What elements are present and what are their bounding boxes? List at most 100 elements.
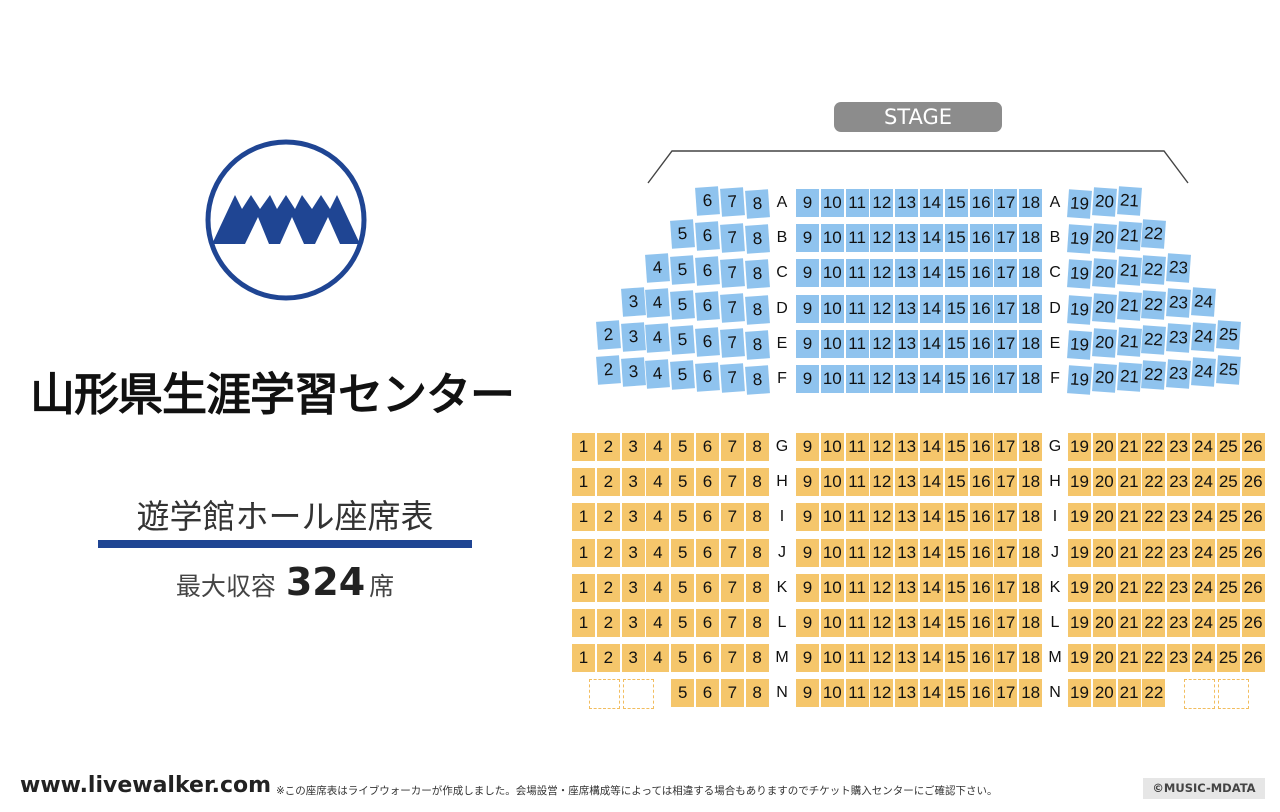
seat-M-20[interactable]: 20 bbox=[1092, 644, 1116, 673]
seat-I-16[interactable]: 16 bbox=[969, 503, 993, 532]
seat-I-19[interactable]: 19 bbox=[1068, 503, 1091, 532]
seat-A-7[interactable]: 7 bbox=[719, 187, 745, 218]
seat-A-6[interactable]: 6 bbox=[695, 186, 720, 216]
seat-M-6[interactable]: 6 bbox=[696, 644, 719, 673]
seat-G-4[interactable]: 4 bbox=[646, 433, 670, 461]
seat-C-21[interactable]: 21 bbox=[1116, 256, 1142, 286]
seat-I-5[interactable]: 5 bbox=[671, 503, 695, 532]
seat-D-22[interactable]: 22 bbox=[1141, 290, 1167, 320]
seat-E-8[interactable]: 8 bbox=[744, 330, 770, 360]
seat-L-11[interactable]: 11 bbox=[845, 609, 869, 637]
seat-K-24[interactable]: 24 bbox=[1192, 573, 1215, 602]
seat-I-21[interactable]: 21 bbox=[1117, 503, 1141, 532]
seat-K-21[interactable]: 21 bbox=[1117, 573, 1141, 602]
seat-N-17[interactable]: 17 bbox=[994, 679, 1018, 708]
seat-N-9[interactable]: 9 bbox=[796, 679, 819, 708]
seat-G-3[interactable]: 3 bbox=[621, 433, 645, 461]
seat-M-1[interactable]: 1 bbox=[572, 644, 595, 673]
seat-G-9[interactable]: 9 bbox=[796, 433, 819, 461]
seat-H-26[interactable]: 26 bbox=[1241, 468, 1265, 497]
seat-F-13[interactable]: 13 bbox=[895, 365, 919, 393]
seat-B-12[interactable]: 12 bbox=[870, 224, 894, 253]
seat-E-11[interactable]: 11 bbox=[845, 329, 869, 358]
seat-L-14[interactable]: 14 bbox=[920, 609, 943, 637]
seat-E-21[interactable]: 21 bbox=[1116, 326, 1142, 357]
seat-F-12[interactable]: 12 bbox=[870, 365, 894, 393]
seat-A-17[interactable]: 17 bbox=[994, 189, 1018, 217]
seat-B-14[interactable]: 14 bbox=[920, 224, 943, 253]
seat-D-9[interactable]: 9 bbox=[796, 294, 819, 323]
seat-N-13[interactable]: 13 bbox=[895, 679, 919, 708]
seat-K-19[interactable]: 19 bbox=[1068, 573, 1091, 602]
site-url[interactable]: www.livewalker.com bbox=[20, 773, 272, 798]
seat-G-23[interactable]: 23 bbox=[1167, 433, 1191, 461]
seat-F-7[interactable]: 7 bbox=[719, 363, 745, 394]
seat-M-24[interactable]: 24 bbox=[1192, 644, 1215, 673]
seat-K-2[interactable]: 2 bbox=[596, 573, 620, 602]
seat-L-21[interactable]: 21 bbox=[1117, 609, 1141, 637]
wheelchair-space[interactable] bbox=[1184, 679, 1215, 710]
seat-F-14[interactable]: 14 bbox=[920, 365, 943, 393]
seat-J-16[interactable]: 16 bbox=[969, 538, 993, 567]
seat-G-22[interactable]: 22 bbox=[1142, 433, 1166, 461]
seat-H-20[interactable]: 20 bbox=[1092, 468, 1116, 497]
seat-B-17[interactable]: 17 bbox=[994, 224, 1018, 253]
seat-E-10[interactable]: 10 bbox=[820, 329, 844, 358]
seat-J-19[interactable]: 19 bbox=[1068, 538, 1091, 567]
seat-F-16[interactable]: 16 bbox=[969, 365, 993, 393]
seat-I-17[interactable]: 17 bbox=[994, 503, 1018, 532]
seat-H-14[interactable]: 14 bbox=[920, 468, 943, 497]
seat-K-15[interactable]: 15 bbox=[944, 573, 968, 602]
seat-B-20[interactable]: 20 bbox=[1091, 222, 1117, 253]
seat-M-25[interactable]: 25 bbox=[1216, 644, 1240, 673]
seat-J-22[interactable]: 22 bbox=[1142, 538, 1166, 567]
seat-I-14[interactable]: 14 bbox=[920, 503, 943, 532]
seat-M-7[interactable]: 7 bbox=[720, 644, 744, 673]
seat-M-23[interactable]: 23 bbox=[1167, 644, 1191, 673]
seat-J-23[interactable]: 23 bbox=[1167, 538, 1191, 567]
seat-B-22[interactable]: 22 bbox=[1141, 219, 1167, 250]
seat-L-1[interactable]: 1 bbox=[572, 609, 595, 637]
seat-K-1[interactable]: 1 bbox=[572, 573, 595, 602]
seat-K-8[interactable]: 8 bbox=[745, 573, 769, 602]
seat-D-18[interactable]: 18 bbox=[1019, 294, 1043, 323]
seat-D-10[interactable]: 10 bbox=[820, 294, 844, 323]
seat-G-1[interactable]: 1 bbox=[572, 433, 595, 461]
seat-K-26[interactable]: 26 bbox=[1241, 573, 1265, 602]
seat-C-14[interactable]: 14 bbox=[920, 259, 943, 288]
seat-A-18[interactable]: 18 bbox=[1019, 189, 1043, 217]
seat-F-6[interactable]: 6 bbox=[695, 362, 720, 392]
seat-G-14[interactable]: 14 bbox=[920, 433, 943, 461]
seat-I-13[interactable]: 13 bbox=[895, 503, 919, 532]
seat-N-8[interactable]: 8 bbox=[745, 679, 769, 708]
seat-J-14[interactable]: 14 bbox=[920, 538, 943, 567]
seat-K-17[interactable]: 17 bbox=[994, 573, 1018, 602]
seat-F-3[interactable]: 3 bbox=[620, 357, 646, 387]
seat-I-23[interactable]: 23 bbox=[1167, 503, 1191, 532]
seat-H-18[interactable]: 18 bbox=[1019, 468, 1043, 497]
seat-C-10[interactable]: 10 bbox=[820, 259, 844, 288]
seat-H-6[interactable]: 6 bbox=[696, 468, 719, 497]
seat-D-8[interactable]: 8 bbox=[744, 294, 770, 325]
seat-L-25[interactable]: 25 bbox=[1216, 609, 1240, 637]
seat-N-11[interactable]: 11 bbox=[845, 679, 869, 708]
seat-B-6[interactable]: 6 bbox=[695, 221, 720, 251]
seat-M-2[interactable]: 2 bbox=[596, 644, 620, 673]
seat-E-12[interactable]: 12 bbox=[870, 329, 894, 358]
seat-N-21[interactable]: 21 bbox=[1117, 679, 1141, 708]
seat-M-10[interactable]: 10 bbox=[820, 644, 844, 673]
seat-J-9[interactable]: 9 bbox=[796, 538, 819, 567]
seat-E-15[interactable]: 15 bbox=[944, 329, 968, 358]
seat-J-2[interactable]: 2 bbox=[596, 538, 620, 567]
seat-A-13[interactable]: 13 bbox=[895, 189, 919, 217]
seat-H-8[interactable]: 8 bbox=[745, 468, 769, 497]
seat-F-18[interactable]: 18 bbox=[1019, 365, 1043, 393]
seat-I-18[interactable]: 18 bbox=[1019, 503, 1043, 532]
seat-G-2[interactable]: 2 bbox=[596, 433, 620, 461]
seat-H-17[interactable]: 17 bbox=[994, 468, 1018, 497]
seat-E-25[interactable]: 25 bbox=[1215, 320, 1241, 350]
seat-M-18[interactable]: 18 bbox=[1019, 644, 1043, 673]
seat-I-6[interactable]: 6 bbox=[696, 503, 719, 532]
seat-I-9[interactable]: 9 bbox=[796, 503, 819, 532]
seat-A-8[interactable]: 8 bbox=[744, 189, 770, 219]
